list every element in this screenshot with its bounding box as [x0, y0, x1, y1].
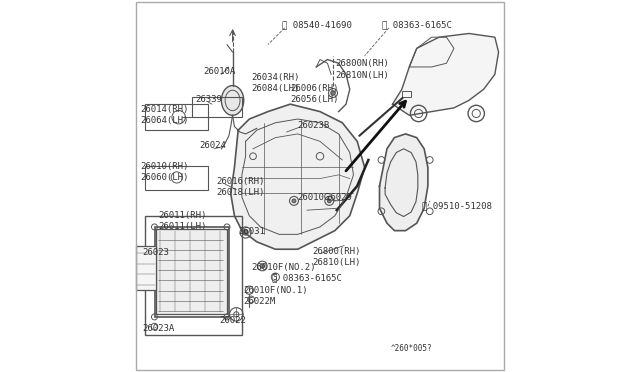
Circle shape: [328, 199, 331, 203]
Text: ^260*005?: ^260*005?: [390, 344, 432, 353]
Circle shape: [292, 199, 296, 203]
Circle shape: [243, 230, 248, 235]
Bar: [191, 97, 242, 117]
Text: 26031: 26031: [238, 227, 265, 236]
Text: 26011(LH): 26011(LH): [158, 222, 207, 231]
Circle shape: [331, 91, 335, 95]
Bar: [402, 91, 411, 97]
Text: 26010F(NO.1): 26010F(NO.1): [244, 286, 308, 295]
Text: 26014(RH): 26014(RH): [141, 105, 189, 114]
Text: 26011(RH): 26011(RH): [158, 211, 207, 219]
Text: 26022M: 26022M: [244, 297, 276, 306]
Text: 26060(LH): 26060(LH): [141, 173, 189, 182]
Text: Ⓢ 08363-6165C: Ⓢ 08363-6165C: [383, 20, 452, 29]
Text: 26056(LH): 26056(LH): [291, 95, 339, 104]
Text: 26023: 26023: [142, 248, 169, 257]
Bar: [145, 166, 209, 190]
Bar: [136, 246, 156, 290]
Text: 26010G: 26010G: [298, 193, 330, 202]
Text: 26034(RH): 26034(RH): [251, 73, 300, 82]
Bar: [145, 216, 242, 335]
Text: 26800N(RH): 26800N(RH): [335, 60, 388, 68]
Text: 26016(RH): 26016(RH): [216, 177, 264, 186]
Text: Ⓢ 08540-41690: Ⓢ 08540-41690: [282, 20, 352, 29]
Text: S: S: [272, 273, 277, 282]
Text: 26023B: 26023B: [298, 121, 330, 130]
Text: Ⓢ 09510-51208: Ⓢ 09510-51208: [422, 201, 492, 210]
Text: 26024: 26024: [199, 141, 226, 150]
Text: 26064(LH): 26064(LH): [141, 116, 189, 125]
Text: 26018(LH): 26018(LH): [216, 188, 264, 197]
Text: 26810N(LH): 26810N(LH): [335, 71, 388, 80]
Text: 26084(LH): 26084(LH): [251, 84, 300, 93]
Polygon shape: [392, 33, 499, 115]
Text: 26339: 26339: [195, 95, 222, 104]
Text: 26010F(NO.2): 26010F(NO.2): [251, 263, 316, 272]
Text: 26810(LH): 26810(LH): [312, 258, 361, 267]
Circle shape: [260, 264, 264, 268]
Text: 26023A: 26023A: [142, 324, 175, 333]
Bar: [156, 227, 229, 317]
Text: 26800(RH): 26800(RH): [312, 247, 361, 256]
Bar: [156, 229, 227, 314]
Text: 26029: 26029: [326, 193, 353, 202]
Polygon shape: [380, 134, 428, 231]
Ellipse shape: [221, 86, 244, 115]
Text: Ⓢ 08363-6165C: Ⓢ 08363-6165C: [273, 274, 342, 283]
Text: 26010A: 26010A: [203, 67, 235, 76]
Text: 26010(RH): 26010(RH): [141, 162, 189, 171]
Text: 26022: 26022: [220, 316, 246, 325]
Polygon shape: [231, 104, 365, 249]
Text: 26006(RH): 26006(RH): [291, 84, 339, 93]
Bar: [145, 104, 209, 130]
